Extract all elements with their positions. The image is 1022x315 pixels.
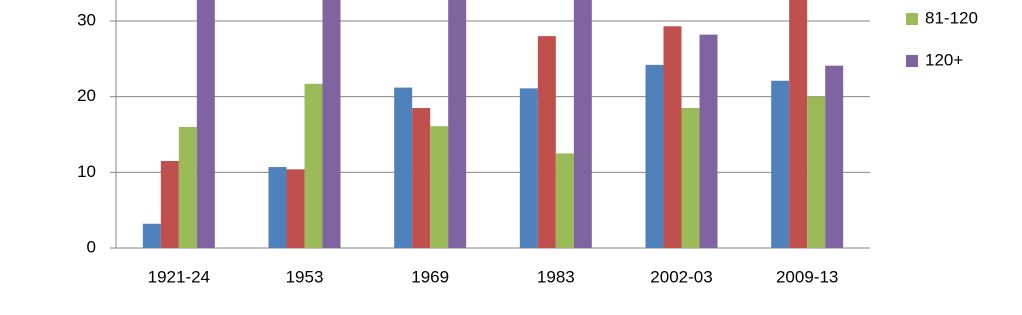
bar [286,169,305,248]
x-tick-label: 1969 [411,267,449,286]
bar [268,167,287,248]
legend-label: 120+ [925,50,963,69]
bar [645,64,664,249]
bar [699,34,718,249]
x-tick-label: 1983 [537,267,575,286]
bar [663,26,682,249]
legend-swatch [906,55,918,67]
bar [825,65,844,248]
bar [178,126,197,248]
y-tick-label: 20 [77,86,96,105]
bar [771,80,790,248]
bar [789,0,808,248]
x-tick-label: 1921-24 [148,267,210,286]
bar [412,108,431,249]
bar [448,0,467,248]
bar [142,223,161,248]
bar [394,87,413,248]
legend-swatch [906,13,918,25]
bar [196,0,215,248]
bar [555,153,574,248]
bar [807,96,826,249]
x-tick-label: 2002-03 [650,267,712,286]
y-tick-label: 0 [87,237,96,256]
bar [430,126,449,248]
y-tick-label: 10 [77,162,96,181]
y-tick-label: 30 [77,10,96,29]
bar [681,108,700,249]
x-tick-label: 1953 [286,267,324,286]
bar [322,0,341,248]
legend-label: 81-120 [925,8,978,27]
bar [573,0,592,248]
bar [160,160,179,248]
bar [537,36,556,249]
bar [519,88,538,249]
x-tick-label: 2009-13 [776,267,838,286]
bar [304,83,323,248]
